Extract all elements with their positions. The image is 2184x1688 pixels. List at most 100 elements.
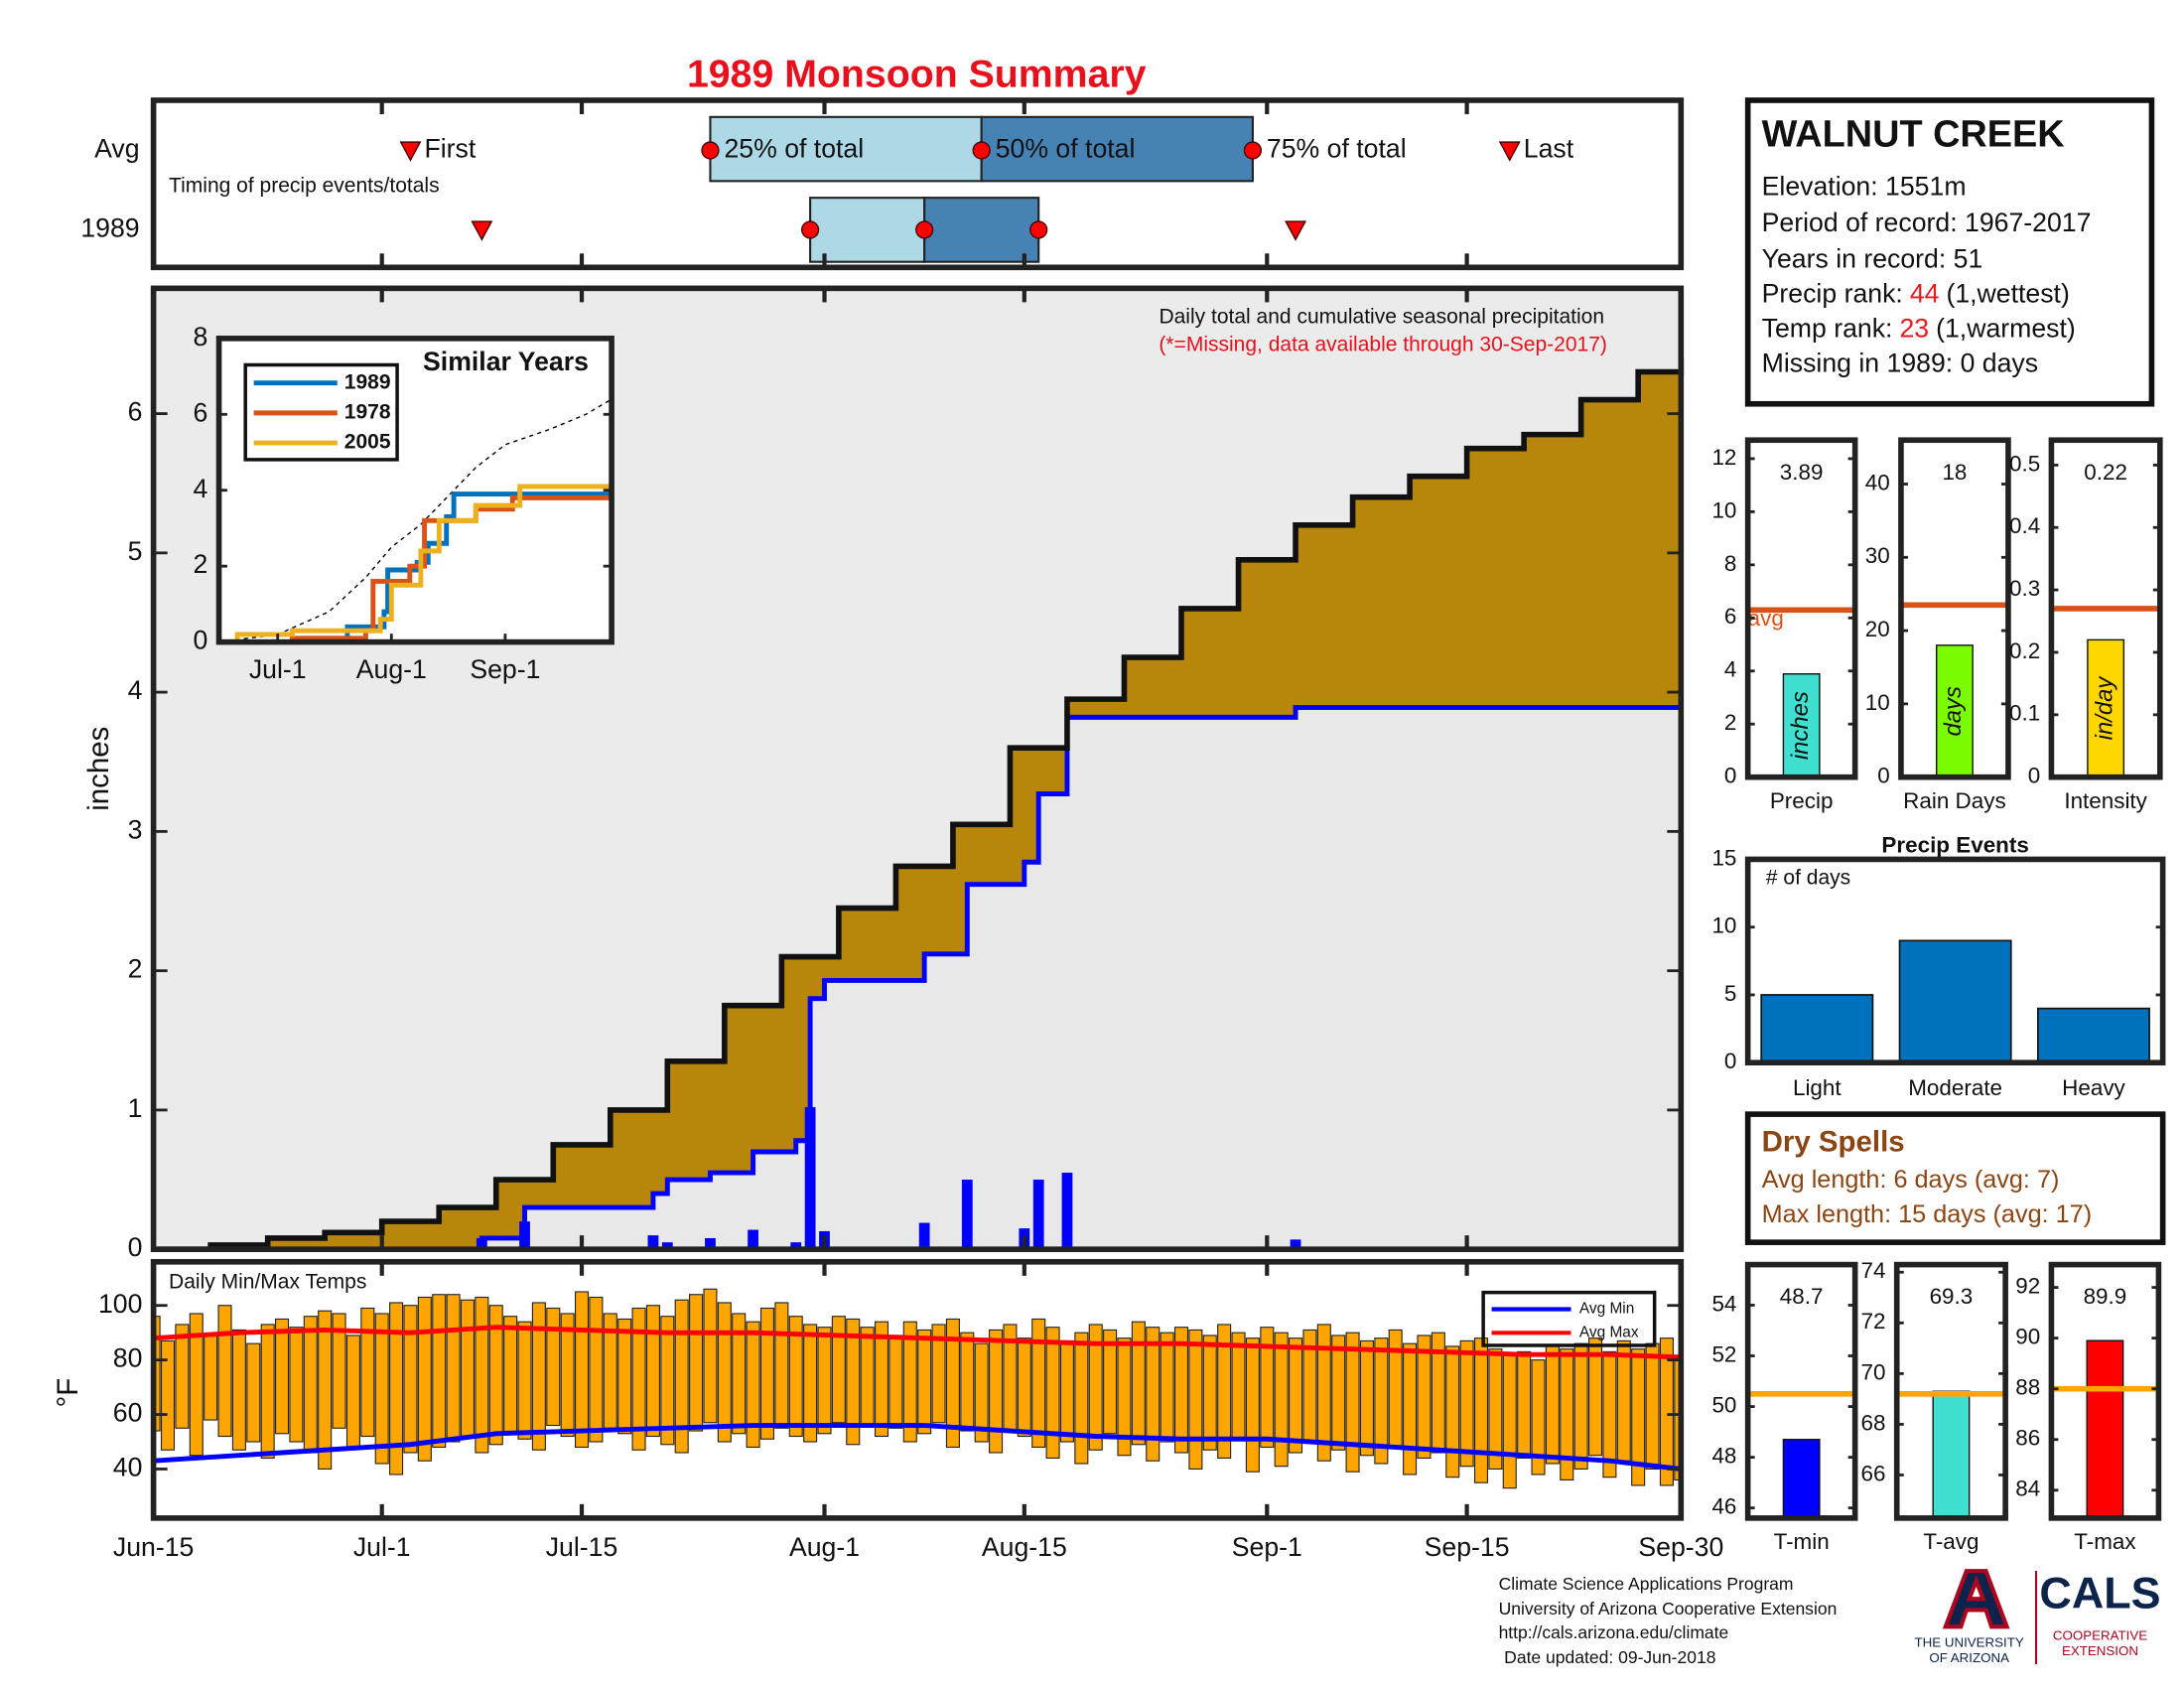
x-tick-label: Light <box>1793 1075 1842 1100</box>
timing-triangle <box>1285 220 1307 241</box>
dry-line: Avg length: 6 days (avg: 7) <box>1762 1166 2060 1194</box>
temp-bar <box>1602 1350 1617 1478</box>
x-tick-label: Jun-15 <box>113 1532 194 1562</box>
temp-bar <box>589 1296 604 1443</box>
y-tick-label: 30 <box>1865 543 1890 568</box>
inset-bg <box>218 338 613 642</box>
temp-bar <box>503 1316 518 1435</box>
y-tick-label: 5 <box>128 536 143 566</box>
temp-bar <box>560 1313 575 1438</box>
temp-bar <box>1531 1359 1546 1476</box>
timing-label: First <box>424 134 476 164</box>
average-line <box>153 357 1685 1252</box>
x-tick-label: Jul-15 <box>546 1532 618 1562</box>
legend-label: 1989 <box>344 370 391 393</box>
temp-bar <box>846 1318 861 1446</box>
y-tick-label: 10 <box>1711 497 1736 522</box>
y-tick-label: 4 <box>128 675 143 705</box>
y-tick-label: 54 <box>1711 1291 1736 1316</box>
temp-bars <box>153 1288 1682 1489</box>
temp-bar <box>517 1321 532 1440</box>
temp-bar <box>960 1332 975 1432</box>
chart-title: Daily Min/Max Temps <box>169 1270 366 1293</box>
y-tick-label: 0.3 <box>2009 576 2040 601</box>
timing-dot <box>915 220 934 239</box>
temp-bar <box>1331 1335 1346 1451</box>
temp-bar <box>231 1329 246 1451</box>
temp-bar <box>1289 1337 1303 1454</box>
temp-bar <box>1160 1332 1174 1443</box>
bar <box>2037 1007 2150 1064</box>
temp-bar <box>1274 1332 1289 1468</box>
x-tick-label: Moderate <box>1908 1075 2002 1100</box>
x-tick-label: Aug-15 <box>982 1532 1067 1562</box>
value-label: 69.3 <box>1930 1284 1974 1309</box>
temp-bar <box>446 1294 461 1443</box>
timing-triangle <box>1498 141 1521 162</box>
daily-bar <box>790 1242 802 1250</box>
temp-bar <box>204 1335 218 1421</box>
temp-bar <box>902 1321 917 1443</box>
x-label: Rain Days <box>1903 788 2006 813</box>
station-line: Years in record: 51 <box>1762 243 1983 273</box>
daily-bar <box>748 1229 758 1250</box>
x-tick-label: Jul-1 <box>249 654 307 684</box>
station-name: WALNUT CREEK <box>1762 113 2065 155</box>
temp-bar <box>917 1329 932 1435</box>
temp-bar <box>189 1313 204 1457</box>
temp-bar <box>732 1313 747 1435</box>
plot-frame <box>2048 1261 2162 1521</box>
temp-bar <box>660 1316 675 1446</box>
y-tick-label: 70 <box>1861 1359 1886 1384</box>
temp-bar <box>345 1335 360 1449</box>
avg-line <box>153 1423 1682 1472</box>
y-tick-label: 90 <box>2015 1325 2040 1349</box>
timing-label: 75% of total <box>1267 134 1407 164</box>
y-tick-label: 2 <box>193 549 207 579</box>
temp-bar <box>432 1294 447 1449</box>
y-tick-label: 10 <box>1865 690 1890 715</box>
station-line: Elevation: 1551m <box>1762 171 1967 201</box>
temp-bar <box>617 1318 632 1435</box>
ua-text: OF ARIZONA <box>1929 1650 2009 1665</box>
inset-title: Similar Years <box>423 347 589 376</box>
temp-rank: Temp rank: 23 (1,warmest) <box>1762 313 2076 343</box>
cals-logo: CALS <box>2039 1567 2160 1618</box>
temp-bar <box>703 1288 718 1424</box>
x-label: T-max <box>2074 1529 2135 1554</box>
temp-bar <box>860 1327 875 1427</box>
value-label: 3.89 <box>1780 460 1824 485</box>
temp-bar <box>1417 1335 1432 1460</box>
plot-frame <box>1744 437 1858 780</box>
series-line <box>218 484 613 645</box>
y-tick-label: 15 <box>1711 845 1736 870</box>
temp-bar <box>1173 1327 1189 1454</box>
credit: Climate Science Applications Program <box>1499 1574 1794 1594</box>
x-label: T-avg <box>1923 1529 1979 1554</box>
temp-bar <box>759 1307 775 1440</box>
timing-label: 25% of total <box>724 134 864 164</box>
legend-label: Avg Max <box>1579 1324 1639 1340</box>
temp-bar <box>1545 1345 1560 1465</box>
y-tick-label: 66 <box>1861 1461 1886 1485</box>
dry-frame <box>1744 1111 2166 1245</box>
cals-sub: EXTENSION <box>2062 1643 2138 1658</box>
y-tick-label: 48 <box>1711 1444 1736 1469</box>
gauge-bar <box>1932 1390 1971 1519</box>
plot-frame <box>150 1258 1685 1521</box>
temp-bar <box>931 1324 946 1424</box>
temp-bar <box>989 1329 1004 1454</box>
station-box: WALNUT CREEK Elevation: 1551m Period of … <box>1744 97 2155 407</box>
temp-bar <box>1573 1342 1588 1471</box>
x-label: Precip <box>1770 788 1834 813</box>
y-tick-label: 46 <box>1711 1494 1736 1519</box>
y-tick-label: 1 <box>128 1093 143 1123</box>
y-tick-label: 80 <box>113 1343 143 1373</box>
temp-bar <box>1117 1337 1132 1457</box>
temp-bar <box>645 1305 660 1438</box>
plot-frame <box>2048 437 2163 780</box>
plot-frame <box>150 285 1685 1252</box>
average-line <box>218 398 613 643</box>
temp-bar <box>817 1327 832 1435</box>
